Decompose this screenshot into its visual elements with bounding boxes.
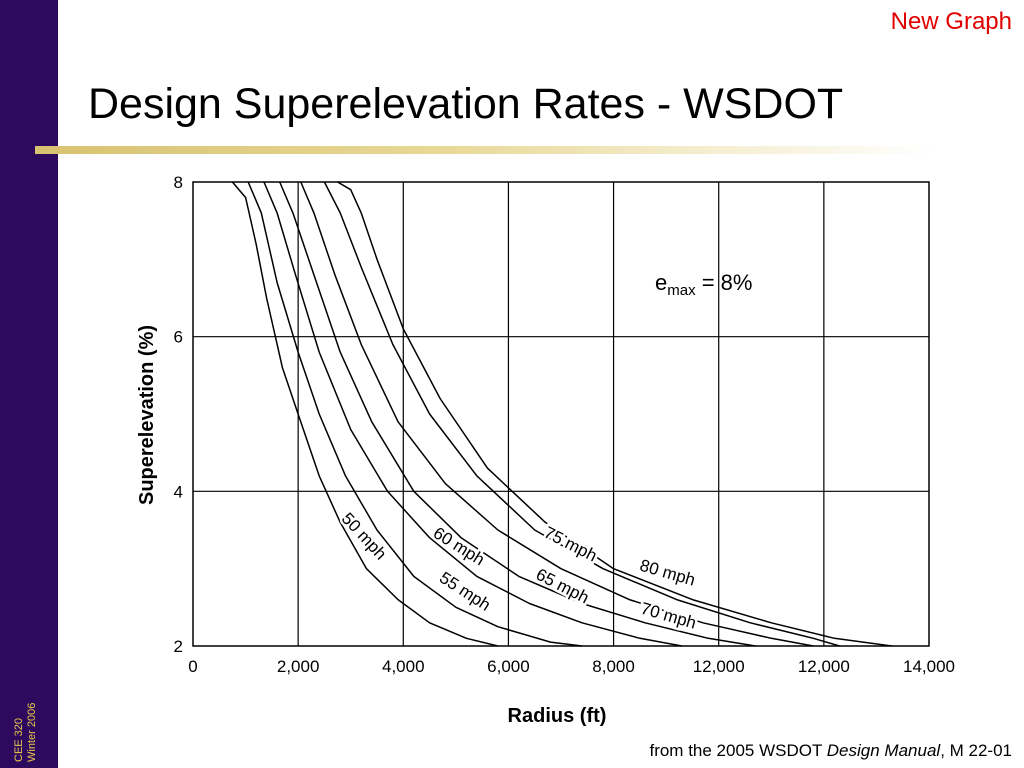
curve-label-80-mph: 80 mph <box>638 556 698 590</box>
curve-80-mph <box>337 181 893 647</box>
y-tick-label: 2 <box>174 637 183 656</box>
curve-70-mph <box>300 181 814 647</box>
sidebar-band <box>0 0 58 768</box>
curve-55-mph <box>247 181 583 647</box>
curve-label-75-mph: 75 mph <box>541 523 600 566</box>
curve-50-mph <box>231 181 499 647</box>
x-axis-label: Radius (ft) <box>508 705 607 727</box>
slide-title: Design Superelevation Rates - WSDOT <box>88 80 844 128</box>
curve-label-55-mph: 55 mph <box>436 568 494 615</box>
x-tick-label: 14,000 <box>903 657 955 676</box>
x-tick-label: 8,000 <box>592 657 635 676</box>
x-tick-label: 12,000 <box>798 657 850 676</box>
y-axis-label: Superelevation (%) <box>136 325 158 505</box>
curve-60-mph <box>263 181 683 647</box>
footer-prefix: from the 2005 WSDOT <box>649 741 827 760</box>
y-tick-label: 8 <box>174 173 183 192</box>
x-tick-label: 6,000 <box>487 657 530 676</box>
emax-annotation: emax = 8% <box>655 270 752 299</box>
y-tick-label: 6 <box>174 328 183 347</box>
x-tick-label: 4,000 <box>382 657 425 676</box>
footer-manual: Design Manual <box>826 741 941 760</box>
x-tick-label: 12,000 <box>693 657 745 676</box>
x-tick-label: 2,000 <box>277 657 320 676</box>
footer-suffix: , M 22-01 <box>940 741 1012 760</box>
curve-label-65-mph: 65 mph <box>533 565 592 608</box>
curve-65-mph <box>279 181 756 647</box>
source-footer: from the 2005 WSDOT Design Manual, M 22-… <box>649 741 1012 761</box>
new-graph-note: New Graph <box>890 8 1012 35</box>
x-tick-label: 0 <box>188 657 197 676</box>
y-tick-label: 4 <box>174 482 183 501</box>
plot-frame <box>192 181 930 647</box>
title-underline <box>35 146 935 154</box>
curve-75-mph <box>323 181 840 647</box>
